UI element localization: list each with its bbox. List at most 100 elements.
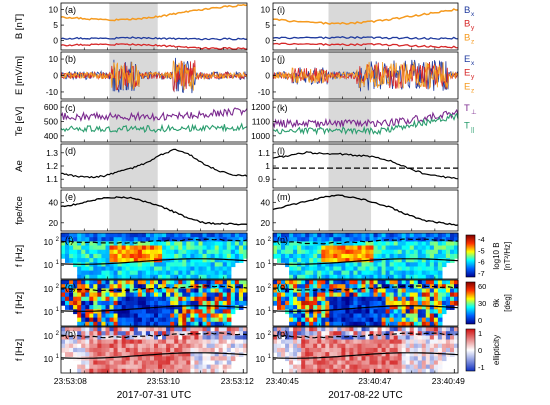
spectrogram-cell (397, 335, 403, 341)
spectrogram-cell (81, 352, 86, 357)
spectrogram-cell (305, 233, 310, 238)
spectrogram-cell (289, 292, 294, 298)
spectrogram-cell (85, 280, 90, 285)
spectrogram-cell (174, 300, 179, 306)
spectrogram-cell (321, 327, 326, 332)
spectrogram-cell (325, 300, 330, 306)
spectrogram-cell (145, 249, 151, 255)
spectrogram-cell (166, 258, 171, 263)
spectrogram-cell (202, 288, 208, 294)
spectrogram-cell (174, 274, 179, 280)
spectrogram-cell (454, 245, 459, 251)
spectrogram-cell (305, 258, 310, 263)
spectrogram-cell (97, 270, 102, 276)
spectrogram-cell (101, 266, 106, 272)
spectrogram-cell (210, 321, 216, 327)
spectrogram-cell (89, 258, 94, 263)
spectrogram-cell (421, 241, 427, 247)
spectrogram-cell (413, 364, 419, 370)
spectrogram-cell (393, 339, 399, 345)
spectrogram-cell (206, 292, 212, 298)
spectrogram-cell (162, 249, 167, 255)
spectrogram-cell (329, 327, 334, 332)
fce-line (60, 238, 248, 244)
panel-letter: (b) (65, 54, 76, 64)
spectrogram-cell (178, 305, 183, 310)
spectrogram-cell (389, 233, 395, 238)
spectrogram-cell (178, 327, 183, 332)
spectrogram-cell (325, 368, 330, 374)
spectrogram-cell (218, 347, 224, 353)
spectrogram-cell (357, 327, 363, 332)
spectrogram-cell (214, 321, 220, 327)
spectrogram-cell (214, 253, 220, 259)
spectrogram-cell (178, 270, 183, 276)
spectrogram-cell (166, 339, 171, 345)
spectrogram-cell (101, 300, 106, 306)
spectrogram-cell (373, 339, 379, 345)
spectrogram-cell (325, 321, 330, 327)
spectrogram-cell (357, 241, 363, 247)
spectrogram-cell (397, 249, 403, 255)
spectrogram-cell (369, 274, 375, 280)
spectrogram-cell (121, 327, 127, 332)
spectrogram-cell (186, 352, 191, 357)
spectrogram-cell (373, 266, 379, 272)
spectrogram-cell (385, 241, 391, 247)
by-line-0 (60, 42, 247, 50)
spectrogram-cell (65, 352, 70, 357)
colorbar-tick-label: -5 (478, 246, 485, 255)
spectrogram-cell (202, 364, 208, 370)
spectrogram-cell (357, 274, 363, 280)
spectrogram-cell (182, 300, 187, 306)
spectrogram-cell (141, 241, 147, 247)
spectrogram-cell (341, 288, 346, 294)
spectrogram-cell (133, 300, 139, 306)
spectrogram-cell (333, 327, 338, 332)
spectrogram-cell (170, 364, 175, 370)
spectrogram-cell (89, 266, 94, 272)
spectrogram-cell (349, 335, 354, 341)
spectrogram-cell (450, 343, 455, 349)
spectrogram-cell (222, 317, 228, 323)
spectrogram-cell (214, 339, 220, 345)
spectrogram-cell (393, 280, 399, 285)
spectrogram-cell (77, 245, 82, 251)
spectrogram-cell (93, 270, 98, 276)
spectrogram-cell (77, 364, 82, 370)
spectrogram-cell (206, 237, 212, 242)
spectrogram-cell (385, 292, 391, 298)
spectrogram-cell (454, 296, 459, 302)
colorbar-label: ellipticity (492, 335, 501, 365)
spectrogram-cell (133, 321, 139, 327)
spectrogram-cell (313, 274, 318, 280)
spectrogram-cell (210, 347, 216, 353)
spectrogram-cell (349, 266, 354, 272)
spectrogram-cell (429, 288, 435, 294)
spectrogram-cell (101, 331, 106, 336)
spectrogram-cell (166, 343, 171, 349)
spectrogram-cell (329, 360, 334, 366)
spectrogram-cell (349, 368, 354, 374)
spectrogram-cell (93, 368, 98, 374)
spectrogram-cell (441, 339, 447, 345)
spectrogram-cell (337, 343, 342, 349)
spectrogram-cell (293, 253, 298, 259)
spectrogram-cell (297, 296, 302, 302)
spectrogram-cell (85, 360, 90, 366)
spectrogram-cell (417, 258, 423, 263)
spectrogram-cell (150, 274, 155, 280)
spectrogram-cell (321, 296, 326, 302)
spectrogram-cell (405, 253, 411, 259)
spectrogram-cell (333, 339, 338, 345)
spectrogram-cell (401, 327, 407, 332)
spectrogram-cell (198, 300, 204, 306)
spectrogram-cell (89, 317, 94, 323)
spectrogram-cell (73, 335, 78, 341)
spectrogram-cell (389, 305, 395, 310)
spectrogram-cell (401, 274, 407, 280)
spectrogram-cell (301, 360, 306, 366)
spectrogram-cell (337, 249, 342, 255)
spectrogram-cell (230, 347, 236, 353)
spectrogram-cell (182, 327, 187, 332)
